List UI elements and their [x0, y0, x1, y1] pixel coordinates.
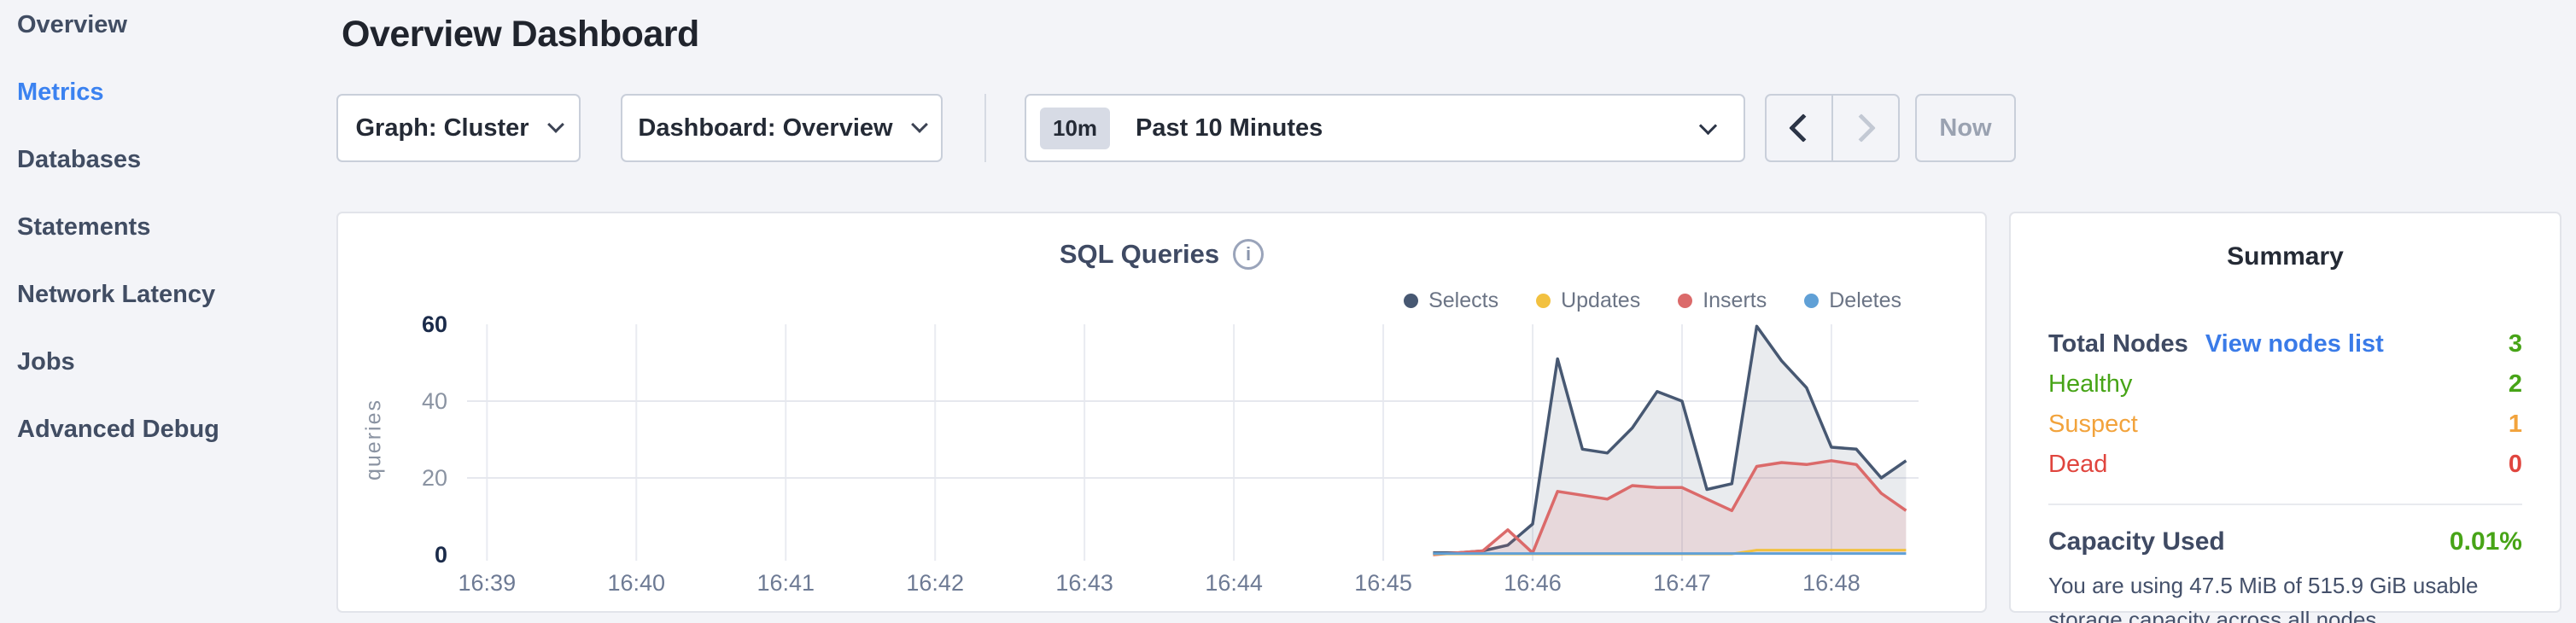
legend-dot-icon	[1404, 294, 1419, 308]
sidebar: Overview Metrics Databases Statements Networ…	[0, 0, 335, 623]
y-tick-label: 60	[421, 312, 447, 337]
chart-title: SQL Queries	[1059, 239, 1220, 269]
time-step-forward-button[interactable]	[1833, 96, 1898, 160]
status-row-dead: Dead 0	[2048, 445, 2522, 485]
legend-item-updates: Updates	[1536, 288, 1640, 313]
sql-queries-chart-card: SQL Queries i Selects Updates Inserts Delet…	[336, 212, 1987, 613]
graph-dropdown[interactable]: Graph: Cluster	[336, 94, 581, 162]
status-label: Dead	[2048, 451, 2108, 478]
sidebar-item-statements[interactable]: Statements	[17, 213, 151, 241]
legend-label: Deletes	[1829, 288, 1901, 312]
x-tick-label: 16:46	[1504, 570, 1562, 596]
dashboard-dropdown[interactable]: Dashboard: Overview	[621, 94, 943, 162]
sidebar-item-overview[interactable]: Overview	[17, 11, 127, 38]
series-area-inserts	[1433, 460, 1907, 555]
chart-plot-area: 16:39 16:40 16:41 16:42 16:43 16:44 16:45 16:46…	[459, 324, 1919, 596]
sidebar-item-databases[interactable]: Databases	[17, 146, 142, 173]
summary-divider	[2048, 504, 2522, 505]
info-icon[interactable]: i	[1233, 239, 1265, 270]
time-range-badge: 10m	[1040, 107, 1111, 149]
chevron-left-icon	[1789, 114, 1818, 143]
series-line-inserts	[1433, 459, 1907, 556]
y-tick-label: 0	[434, 542, 447, 568]
legend-item-inserts: Inserts	[1678, 288, 1767, 313]
series-area-selects	[1433, 326, 1907, 555]
x-tick-label: 16:40	[607, 570, 666, 596]
status-value: 0	[2508, 451, 2522, 478]
time-step-buttons	[1765, 94, 1900, 162]
legend-item-selects: Selects	[1404, 288, 1498, 313]
status-label: Healthy	[2048, 370, 2133, 398]
capacity-used-row: Capacity Used 0.01%	[2048, 527, 2522, 556]
y-tick-label: 20	[421, 465, 447, 491]
chevron-right-icon	[1847, 114, 1876, 143]
x-tick-label: 16:43	[1055, 570, 1113, 596]
sidebar-list: Overview Metrics Databases Statements Networ…	[0, 0, 335, 463]
status-label: Suspect	[2048, 410, 2138, 438]
controls-divider	[984, 94, 986, 162]
x-tick-label: 16:45	[1354, 570, 1412, 596]
sidebar-item-jobs[interactable]: Jobs	[17, 348, 75, 376]
capacity-used-value: 0.01%	[2449, 527, 2522, 556]
status-value: 2	[2508, 370, 2522, 398]
legend-item-deletes: Deletes	[1804, 288, 1901, 313]
legend-label: Selects	[1428, 288, 1499, 312]
x-tick-label: 16:47	[1653, 570, 1711, 596]
chart-legend: Selects Updates Inserts Deletes	[1404, 288, 1901, 313]
chevron-down-icon	[910, 116, 928, 133]
view-nodes-list-link[interactable]: View nodes list	[2205, 330, 2384, 358]
dashboard-dropdown-label: Dashboard: Overview	[638, 114, 893, 142]
graph-dropdown-label: Graph: Cluster	[355, 114, 529, 142]
legend-dot-icon	[1678, 294, 1693, 308]
time-range-label: Past 10 Minutes	[1136, 114, 1323, 142]
sidebar-item-metrics[interactable]: Metrics	[17, 79, 104, 106]
x-tick-label: 16:41	[756, 570, 815, 596]
x-tick-label: 16:48	[1802, 570, 1860, 596]
capacity-used-label: Capacity Used	[2048, 527, 2225, 556]
total-nodes-value: 3	[2508, 330, 2522, 358]
button-separator	[1831, 96, 1833, 160]
summary-panel: Summary Total Nodes View nodes list 3 He…	[2009, 212, 2561, 623]
chart-title-row: SQL Queries i	[338, 239, 1985, 270]
status-row-healthy: Healthy 2	[2048, 364, 2522, 405]
total-nodes-label: Total Nodes	[2048, 330, 2188, 358]
legend-dot-icon	[1536, 294, 1551, 308]
x-tick-label: 16:39	[458, 570, 517, 596]
legend-dot-icon	[1804, 294, 1820, 308]
time-step-back-button[interactable]	[1767, 96, 1831, 160]
status-value: 1	[2508, 410, 2522, 438]
time-range-selector[interactable]: 10m Past 10 Minutes	[1025, 94, 1745, 162]
page-title: Overview Dashboard	[342, 14, 699, 55]
node-status-rows: Healthy 2 Suspect 1 Dead 0	[2048, 364, 2522, 485]
legend-label: Inserts	[1703, 288, 1767, 312]
chevron-down-icon	[1698, 116, 1718, 135]
legend-label: Updates	[1561, 288, 1641, 312]
capacity-description: You are using 47.5 MiB of 515.9 GiB usab…	[2048, 573, 2479, 623]
chart-svg	[467, 324, 1919, 561]
sidebar-item-network-latency[interactable]: Network Latency	[17, 281, 216, 308]
now-button[interactable]: Now	[1915, 94, 2016, 162]
x-tick-label: 16:42	[906, 570, 964, 596]
total-nodes-row: Total Nodes View nodes list 3	[2048, 324, 2522, 364]
sidebar-item-advanced-debug[interactable]: Advanced Debug	[17, 416, 219, 443]
status-row-suspect: Suspect 1	[2048, 405, 2522, 445]
y-axis-label: queries	[361, 399, 386, 480]
series-line-selects	[1433, 324, 1907, 555]
chevron-down-icon	[546, 116, 564, 133]
x-tick-label: 16:44	[1205, 570, 1263, 596]
y-tick-label: 40	[421, 388, 447, 414]
summary-title: Summary	[2227, 242, 2344, 271]
